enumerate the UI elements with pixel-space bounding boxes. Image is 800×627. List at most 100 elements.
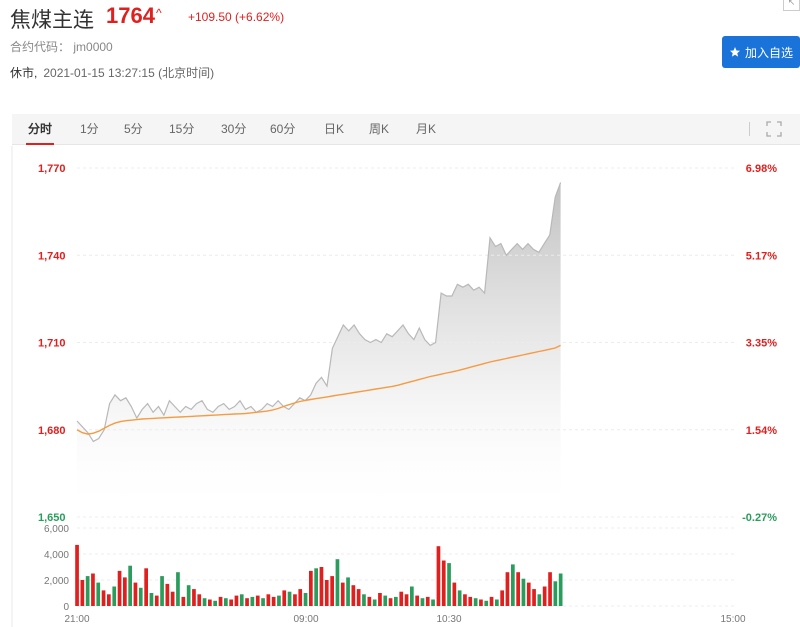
volume-bar: [468, 596, 473, 606]
tab-5[interactable]: 60分: [270, 122, 296, 136]
volume-bar: [346, 577, 350, 606]
percent-tick-label: -0.27%: [742, 512, 777, 524]
last-price: 1764: [106, 3, 155, 28]
tab-3[interactable]: 15分: [169, 122, 195, 136]
time-tick-label: 09:00: [293, 614, 318, 625]
volume-bar: [511, 564, 515, 606]
volume-bar: [457, 590, 462, 606]
volume-bar: [117, 570, 122, 606]
volume-bar: [516, 572, 520, 606]
volume-bar: [473, 598, 478, 606]
volume-bar: [484, 600, 489, 606]
volume-bar: [447, 563, 451, 606]
volume-tick-label: 0: [63, 602, 69, 613]
tab-7[interactable]: 周K: [369, 122, 390, 136]
volume-bar: [202, 598, 207, 606]
volume-bar: [362, 594, 366, 606]
up-arrow-icon: ^: [156, 6, 162, 20]
volume-bar: [229, 599, 233, 606]
volume-bar: [75, 544, 79, 606]
volume-bar: [255, 595, 260, 606]
time-tick-label: 21:00: [64, 614, 89, 625]
average-price-line: [76, 344, 561, 435]
volume-bar: [436, 546, 441, 606]
percent-tick-label: 6.98%: [746, 163, 777, 175]
price-line: [76, 182, 562, 443]
volume-bar: [101, 590, 106, 606]
price-tick-label: 1,770: [38, 163, 66, 175]
volume-bar: [287, 591, 292, 606]
volume-bar: [309, 570, 313, 606]
volume-bar: [495, 599, 499, 606]
volume-bar: [218, 596, 223, 606]
volume-bar: [154, 595, 159, 606]
tab-4[interactable]: 30分: [221, 122, 247, 136]
volume-bar: [213, 600, 217, 606]
volume-bar: [293, 594, 297, 606]
tab-0[interactable]: 分时: [25, 114, 55, 145]
volume-bar: [192, 589, 196, 606]
price-tick-label: 1,710: [38, 338, 66, 350]
volume-bar: [489, 596, 494, 606]
volume-bar: [351, 585, 356, 606]
contract-code-value: jm0000: [73, 40, 113, 54]
volume-bar: [558, 573, 563, 606]
volume-bar: [383, 595, 388, 606]
volume-bar: [372, 599, 377, 606]
market-state: 休市,: [10, 66, 38, 80]
volume-bar: [367, 596, 372, 606]
volume-bar: [298, 589, 303, 606]
volume-bar: [410, 586, 414, 606]
volume-bar: [319, 567, 324, 606]
volume-bar: [463, 594, 467, 606]
tab-2[interactable]: 5分: [124, 122, 143, 136]
price-tick-label: 1,680: [38, 425, 66, 437]
volume-bar: [170, 591, 175, 606]
volume-bar: [271, 596, 276, 606]
fullscreen-icon[interactable]: [766, 121, 782, 137]
tab-8[interactable]: 月K: [416, 122, 437, 136]
volume-bar: [500, 590, 504, 606]
quote-datetime: 2021-01-15 13:27:15 (北京时间): [43, 66, 215, 80]
contract-code-label: 合约代码：: [10, 40, 71, 54]
volume-tick-label: 6,000: [44, 524, 69, 535]
percent-tick-label: 5.17%: [746, 250, 777, 262]
price-tick-label: 1,740: [38, 250, 66, 262]
volume-bar: [96, 582, 101, 606]
volume-bar: [128, 565, 132, 606]
volume-bar: [266, 594, 271, 606]
volume-bar: [431, 599, 435, 606]
tab-6[interactable]: 日K: [324, 122, 345, 136]
volume-bar: [245, 598, 249, 606]
volume-bar: [85, 576, 90, 606]
volume-bar: [250, 596, 255, 606]
market-status: 休市, 2021-01-15 13:27:15 (北京时间): [10, 64, 214, 81]
volume-bar: [415, 595, 419, 606]
contract-code: 合约代码： jm0000: [10, 38, 113, 55]
volume-bar: [404, 594, 409, 606]
price-tick-label: 1,650: [38, 512, 66, 524]
volume-bar: [160, 576, 164, 606]
volume-bar: [176, 572, 180, 606]
volume-bar: [165, 583, 170, 606]
tab-1[interactable]: 1分: [80, 122, 99, 136]
volume-bar: [441, 560, 446, 606]
percent-tick-label: 3.35%: [746, 338, 777, 350]
contract-name: 焦煤主连: [10, 9, 94, 32]
volume-bar: [282, 590, 287, 606]
volume-bar: [234, 595, 239, 606]
volume-bar: [378, 593, 382, 606]
volume-bar: [452, 582, 457, 606]
volume-bar: [420, 598, 425, 606]
volume-bar: [388, 598, 393, 606]
add-to-watchlist-label: 加入自选: [744, 45, 793, 60]
volume-bar: [112, 586, 117, 606]
volume-bar: [208, 599, 212, 606]
volume-bar: [526, 582, 531, 606]
volume-bar: [548, 572, 552, 606]
volume-tick-label: 4,000: [44, 550, 69, 561]
volume-bar: [91, 573, 95, 606]
add-to-watchlist-button[interactable]: 加入自选: [722, 36, 800, 68]
volume-bar: [425, 596, 430, 606]
